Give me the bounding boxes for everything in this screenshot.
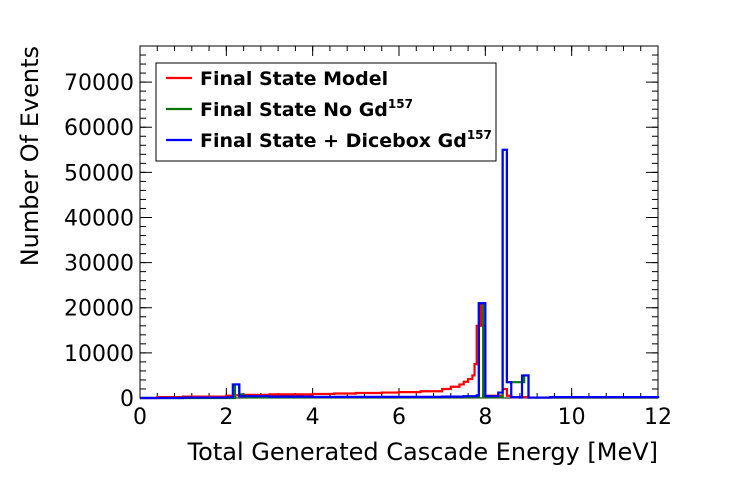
y-tick-label: 10000: [64, 342, 134, 367]
legend-label-sup: 157: [467, 128, 492, 142]
y-tick-label: 0: [120, 387, 134, 412]
legend-label-text: Final State + Dicebox Gd: [200, 130, 467, 152]
x-axis-title: Total Generated Cascade Energy [MeV]: [187, 438, 658, 466]
x-tick-label: 10: [558, 405, 586, 430]
y-tick-label: 50000: [64, 161, 134, 186]
x-tick-label: 2: [219, 405, 233, 430]
legend-box: [155, 62, 497, 162]
y-tick-label: 40000: [64, 206, 134, 231]
legend-label: Final State + Dicebox Gd157: [200, 128, 492, 152]
y-tick-label: 20000: [64, 297, 134, 322]
y-tick-labels: 0 10000 20000 30000 40000 50000 60000 70000: [64, 71, 134, 412]
y-axis-title: Number Of Events: [16, 46, 44, 266]
legend-label-sup: 157: [388, 97, 413, 111]
series-layer: [140, 148, 660, 400]
x-tick-label: 6: [392, 405, 406, 430]
y-tick-label: 60000: [64, 116, 134, 141]
y-tick-label: 70000: [64, 71, 134, 96]
x-tick-label: 4: [306, 405, 320, 430]
series-line-2: [140, 148, 660, 400]
series-line-1: [140, 302, 660, 400]
x-tick-label: 0: [133, 405, 147, 430]
legend-label-text: Final State Model: [200, 68, 388, 90]
x-tick-label: 8: [478, 405, 492, 430]
legend-label: Final State No Gd157: [200, 97, 413, 121]
x-tick-label: 12: [644, 405, 672, 430]
legend-label-text: Final State No Gd: [200, 99, 388, 121]
y-tick-label: 30000: [64, 252, 134, 277]
plot-area: [139, 45, 660, 400]
legend-label: Final State Model: [200, 68, 388, 90]
x-tick-labels: 0 2 4 6 8 10 12: [133, 405, 672, 430]
series-line-3: [140, 148, 660, 400]
